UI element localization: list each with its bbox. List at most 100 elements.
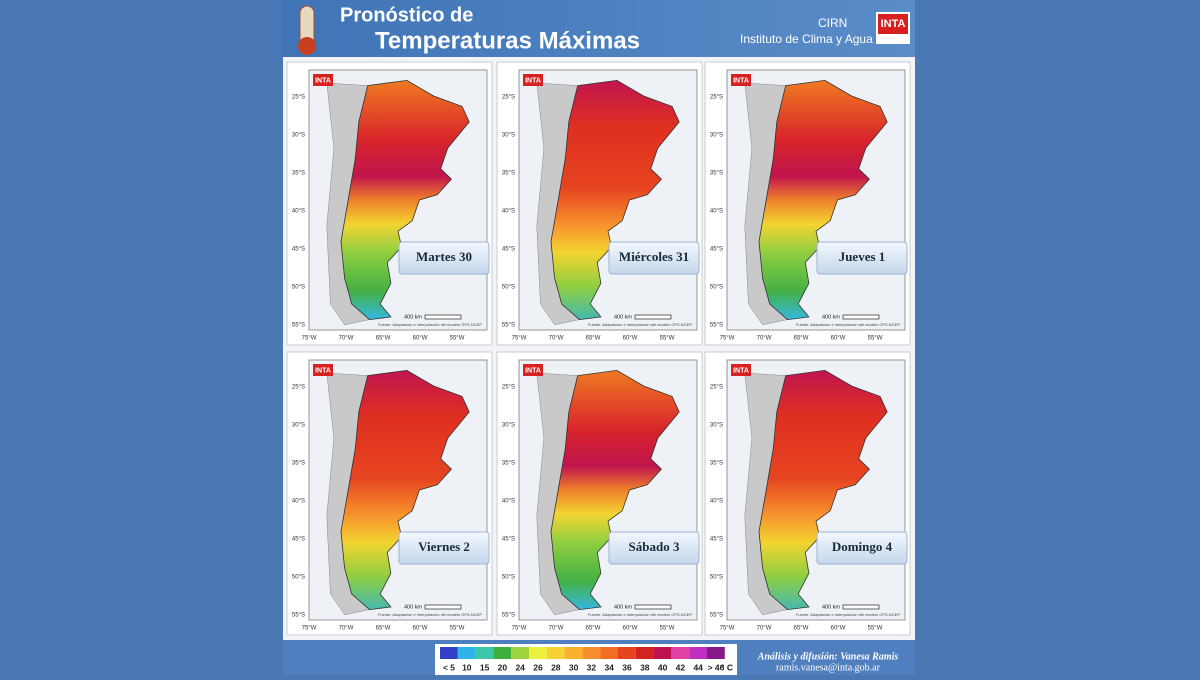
lat-label: 40°S [710, 499, 723, 505]
day-tag [816, 531, 908, 565]
lat-label: 30°S [710, 423, 723, 429]
legend-label: 10 [462, 662, 472, 672]
day-label: Domingo 4 [832, 539, 893, 554]
lon-label: 65°W [586, 336, 601, 342]
legend-unit: ° C [721, 662, 733, 672]
day-tag [608, 531, 700, 565]
lon-label: 65°W [376, 626, 391, 632]
legend-swatch [600, 647, 618, 659]
lat-label: 45°S [292, 247, 305, 253]
source-note: Fuente: Adaptación e interpolación del m… [378, 322, 482, 327]
lon-label: 60°W [413, 336, 428, 342]
lat-label: 35°S [292, 171, 305, 177]
panel-logo-text: INTA [525, 77, 541, 84]
legend-label: 34 [604, 662, 614, 672]
panel-logo [313, 74, 333, 86]
lat-label: 45°S [502, 247, 515, 253]
scale-label: 400 km [404, 604, 422, 610]
lat-label: 30°S [292, 423, 305, 429]
credit-line2: ramis.vanesa@inta.gob.ar [776, 662, 881, 673]
day-tag [398, 241, 490, 275]
legend-swatch [475, 647, 494, 659]
source-note: Fuente: Adaptación e interpolación del m… [588, 612, 692, 617]
panel-logo-text: INTA [315, 367, 331, 374]
lat-label: 35°S [502, 461, 515, 467]
lat-label: 25°S [502, 95, 515, 101]
lat-label: 45°S [710, 537, 723, 543]
legend-swatch [546, 647, 565, 659]
legend-label: 44 [693, 662, 703, 672]
legend-label: 28 [551, 662, 561, 672]
lat-label: 50°S [502, 285, 515, 291]
scale-label: 400 km [822, 604, 840, 610]
panel-logo [731, 74, 751, 86]
lat-label: 55°S [292, 323, 305, 329]
panel-logo-text: INTA [315, 77, 331, 84]
lat-label: 40°S [292, 209, 305, 215]
lat-label: 40°S [502, 209, 515, 215]
day-label: Sábado 3 [629, 539, 680, 554]
day-label: Miércoles 31 [619, 249, 689, 264]
lat-label: 35°S [502, 171, 515, 177]
lon-label: 55°W [450, 336, 465, 342]
title-line1: Pronóstico de [340, 4, 473, 26]
legend-swatch [653, 647, 672, 659]
source-note: Fuente: Adaptación e interpolación del m… [796, 322, 900, 327]
lon-label: 70°W [549, 626, 564, 632]
lon-label: 60°W [413, 626, 428, 632]
scale-bar [634, 314, 672, 320]
legend-swatch [457, 647, 476, 659]
day-label: Viernes 2 [418, 539, 470, 554]
lon-label: 75°W [302, 336, 317, 342]
legend-swatch [529, 647, 547, 659]
legend-swatch [440, 647, 458, 659]
lat-label: 50°S [710, 575, 723, 581]
lat-label: 40°S [710, 209, 723, 215]
lon-label: 65°W [586, 626, 601, 632]
legend-label: 24 [515, 662, 525, 672]
legend-swatch [493, 647, 512, 659]
legend-label: 20 [498, 662, 508, 672]
panel-logo-text: INTA [733, 77, 749, 84]
lon-label: 55°W [868, 336, 883, 342]
legend-label: 32 [587, 662, 597, 672]
lon-label: 70°W [339, 626, 354, 632]
thermometer-bulb [298, 37, 316, 55]
lat-label: 45°S [292, 537, 305, 543]
institute: Instituto de Clima y Agua [740, 32, 873, 46]
scale-bar [842, 314, 880, 320]
lat-label: 30°S [502, 133, 515, 139]
lon-label: 55°W [660, 336, 675, 342]
lat-label: 45°S [710, 247, 723, 253]
title-line2: Temperaturas Máximas [375, 27, 640, 54]
lon-label: 70°W [757, 336, 772, 342]
lon-label: 75°W [720, 336, 735, 342]
lon-label: 55°W [868, 626, 883, 632]
lon-label: 70°W [549, 336, 564, 342]
logo-red [878, 14, 908, 34]
legend-label: 15 [480, 662, 490, 672]
legend-swatch [618, 647, 636, 659]
lat-label: 30°S [710, 133, 723, 139]
lon-label: 75°W [512, 626, 527, 632]
scale-label: 400 km [822, 314, 840, 320]
panel-logo [523, 74, 543, 86]
lat-label: 40°S [292, 499, 305, 505]
panel-logo-text: INTA [525, 367, 541, 374]
lon-label: 55°W [660, 626, 675, 632]
day-tag [608, 241, 700, 275]
legend-swatch [635, 647, 654, 659]
lon-label: 65°W [376, 336, 391, 342]
lat-label: 45°S [502, 537, 515, 543]
legend-swatch [689, 647, 707, 659]
lat-label: 50°S [292, 575, 305, 581]
panel-logo [313, 364, 333, 376]
lon-label: 60°W [831, 336, 846, 342]
legend-swatch [582, 647, 601, 659]
panel-logo-text: INTA [733, 367, 749, 374]
lon-label: 60°W [831, 626, 846, 632]
legend-label: < 5 [443, 662, 455, 672]
legend-label: > 46 [708, 662, 725, 672]
